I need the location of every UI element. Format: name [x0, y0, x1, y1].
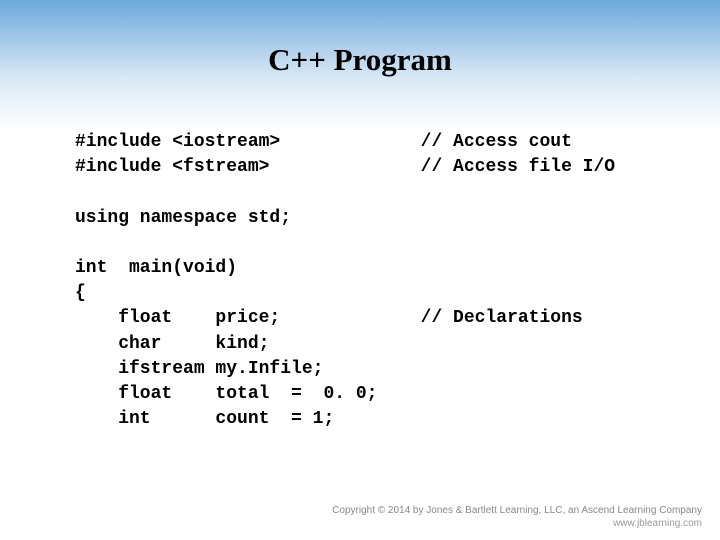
- slide-title: C++ Program: [0, 42, 720, 78]
- copyright-text: Copyright © 2014 by Jones & Bartlett Lea…: [332, 504, 702, 517]
- code-block: #include <iostream> // Access cout #incl…: [75, 130, 615, 432]
- footer: Copyright © 2014 by Jones & Bartlett Lea…: [332, 504, 702, 530]
- footer-url: www.jblearning.com: [332, 517, 702, 530]
